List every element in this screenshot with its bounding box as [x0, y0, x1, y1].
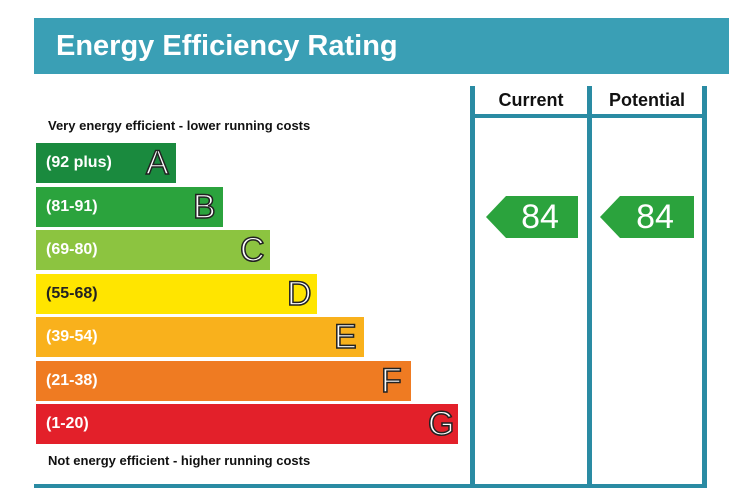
band-c: (69-80) C	[36, 230, 270, 270]
band-range-label: (1-20)	[46, 415, 89, 432]
band-range-label: (55-68)	[46, 284, 98, 302]
band-range-label: (69-80)	[46, 241, 98, 258]
band-range-label: (92 plus)	[46, 154, 112, 171]
rating-frame: Current Potential Very energy efficient …	[34, 86, 708, 488]
column-header-potential: Potential	[608, 90, 685, 110]
band-range-label: (81-91)	[46, 197, 98, 215]
current-arrow-polygon	[486, 196, 578, 238]
band-g: (1-20) G	[36, 404, 458, 444]
potential-rating-arrow: 84	[600, 196, 694, 238]
bottom-caption: Not energy efficient - higher running co…	[48, 453, 311, 468]
header-underline	[470, 114, 707, 118]
current-arrow-shape	[486, 196, 578, 238]
band-e: (39-54) E	[36, 317, 364, 357]
bottom-border	[34, 484, 707, 488]
band-range-label: (21-38)	[46, 371, 98, 389]
band-letter: G	[427, 404, 455, 444]
current-rating-value: 84	[521, 198, 559, 236]
current-rating-arrow: 84	[486, 196, 578, 238]
band-letter: B	[192, 187, 216, 227]
band-a: (92 plus) A	[36, 143, 176, 183]
band-b: (81-91) B	[36, 186, 223, 227]
band-range-label: (39-54)	[46, 328, 98, 345]
potential-arrow-polygon	[600, 196, 694, 238]
band-letter: D	[286, 274, 312, 314]
chart-title: Energy Efficiency Rating	[34, 18, 729, 74]
column-header-current: Current	[498, 90, 564, 110]
band-letter: E	[333, 317, 357, 357]
band-letter: A	[145, 143, 169, 183]
band-letter: C	[239, 230, 265, 270]
divider-potential-right	[702, 86, 707, 488]
potential-rating-value: 84	[636, 198, 674, 236]
band-letter: F	[380, 361, 402, 401]
top-caption: Very energy efficient - lower running co…	[48, 118, 311, 133]
divider-current-right	[587, 86, 592, 488]
potential-arrow-shape	[600, 196, 694, 238]
band-d: (55-68) D	[36, 273, 317, 314]
band-f: (21-38) F	[36, 360, 411, 401]
divider-current-left	[470, 86, 475, 488]
